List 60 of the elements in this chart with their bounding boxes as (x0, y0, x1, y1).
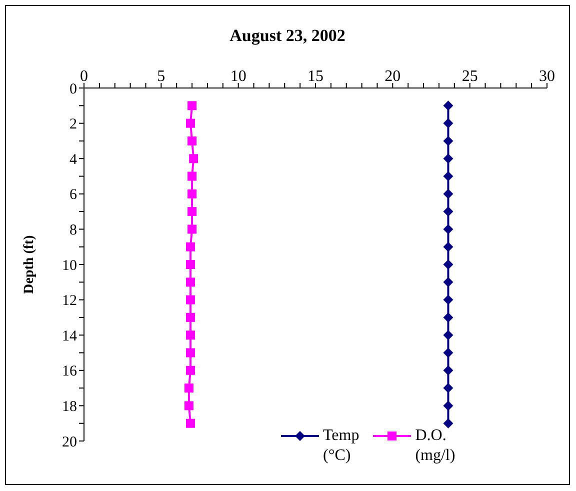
point (443, 224, 454, 234)
point (443, 383, 454, 394)
point (443, 312, 454, 322)
point (443, 154, 454, 164)
y-tick-label: 10 (62, 258, 77, 274)
point (443, 171, 454, 182)
point (186, 242, 195, 252)
point (443, 418, 454, 428)
x-tick-label: 10 (230, 68, 246, 85)
point (443, 100, 454, 111)
y-tick-label: 18 (62, 399, 77, 416)
x-tick-label: 5 (157, 68, 166, 85)
point (186, 418, 195, 428)
chart-title: August 23, 2002 (228, 26, 346, 46)
legend-label: D.O. (mg/l) (415, 426, 456, 466)
x-tick-label: 25 (462, 68, 478, 85)
point (443, 260, 454, 270)
y-tick-label: 0 (70, 81, 77, 98)
y-tick-label: 6 (70, 187, 78, 204)
legend-label: Temp (°C) (323, 426, 360, 466)
point (443, 365, 454, 376)
point (186, 366, 195, 375)
point (443, 136, 454, 146)
y-tick-label: 12 (62, 293, 77, 310)
point (188, 189, 197, 198)
y-tick-label: 4 (70, 152, 78, 168)
point (186, 312, 195, 322)
point (443, 188, 454, 199)
point (443, 277, 454, 288)
y-axis-title: Depth (ft) (22, 234, 37, 294)
point (186, 348, 195, 358)
point (443, 118, 454, 128)
y-tick-label: 14 (62, 328, 78, 344)
y-tick-label: 2 (70, 116, 77, 133)
x-tick-label: 0 (80, 68, 88, 85)
point (443, 242, 454, 252)
y-tick-label: 20 (62, 434, 77, 450)
point (443, 330, 454, 340)
point (188, 224, 197, 234)
point (443, 348, 454, 358)
x-tick-label: 15 (308, 68, 324, 85)
x-tick-label: 30 (539, 68, 555, 85)
point (189, 154, 198, 164)
point (188, 172, 197, 181)
point (443, 206, 454, 217)
point (188, 101, 197, 110)
point (186, 118, 195, 128)
point (186, 260, 195, 269)
point (186, 278, 195, 287)
point (186, 330, 195, 340)
point (184, 401, 194, 410)
y-tick-label: 16 (62, 364, 78, 380)
point (443, 400, 454, 411)
point (184, 384, 194, 393)
point (443, 294, 454, 305)
point (186, 295, 195, 304)
x-tick-label: 20 (384, 68, 401, 85)
y-tick-label: 8 (70, 222, 77, 239)
point (188, 136, 197, 146)
point (188, 207, 197, 216)
